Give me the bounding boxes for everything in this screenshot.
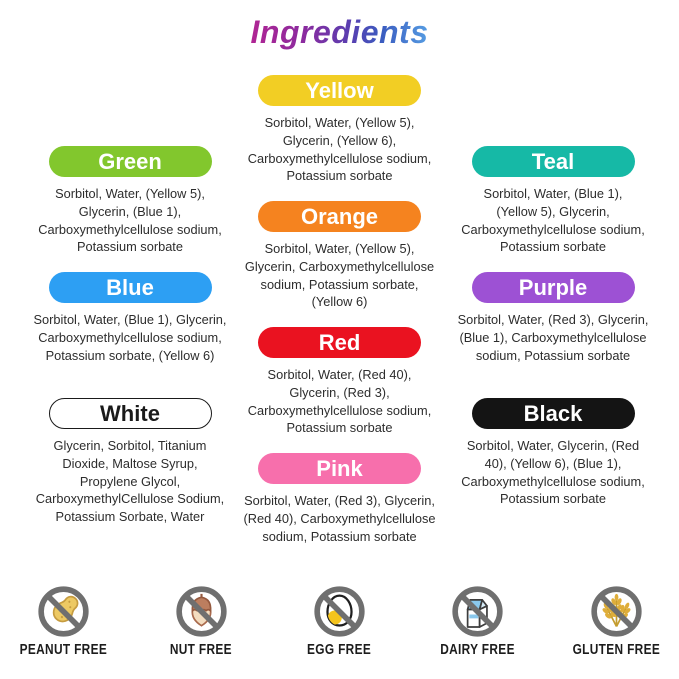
teal-pill-label: Teal [531, 148, 575, 174]
teal-section: Teal Sorbitol, Water, (Blue 1), (Yellow … [447, 146, 659, 272]
badge-egg-free: EGG FREE [291, 584, 389, 658]
orange-section: Orange Sorbitol, Water, (Yellow 5), Glyc… [232, 201, 447, 327]
green-pill: Green [48, 146, 212, 177]
yellow-ingredients: Sorbitol, Water, (Yellow 5), Glycerin, (… [247, 115, 432, 184]
purple-ingredients: Sorbitol, Water, (Red 3), Glycerin, (Blu… [457, 312, 649, 363]
red-pill: Red [258, 327, 421, 358]
green-ingredients: Sorbitol, Water, (Yellow 5), Glycerin, (… [38, 186, 222, 255]
black-pill-label: Black [523, 400, 583, 426]
blue-section: Blue Sorbitol, Water, (Blue 1), Glycerin… [27, 272, 233, 398]
page-title-text: Ingredients [243, 14, 437, 51]
badge-gluten-free: GLUTEN FREE [567, 584, 665, 658]
orange-pill-label: Orange [300, 203, 379, 229]
orange-pill: Orange [258, 201, 421, 232]
pink-pill-label: Pink [316, 455, 363, 481]
red-section: Red Sorbitol, Water, (Red 40), Glycerin,… [232, 327, 447, 453]
allergen-badges-row: PEANUT FREE NUT FREE EGG FREE [0, 584, 679, 658]
badge-label: EGG FREE [307, 642, 372, 658]
badge-label: PEANUT FREE [19, 642, 107, 658]
yellow-pill: Yellow [258, 75, 421, 106]
egg-prohibited-icon [314, 586, 365, 637]
green-pill-label: Green [98, 148, 162, 174]
page-title: Ingredients [0, 14, 679, 51]
gluten-prohibited-icon [590, 586, 642, 637]
column-middle: Yellow Sorbitol, Water, (Yellow 5), Glyc… [232, 75, 447, 579]
orange-ingredients: Sorbitol, Water, (Yellow 5), Glycerin, C… [244, 241, 435, 310]
column-left: Green Sorbitol, Water, (Yellow 5), Glyce… [27, 146, 233, 524]
pink-section: Pink Sorbitol, Water, (Red 3), Glycerin,… [232, 453, 447, 579]
purple-pill-label: Purple [518, 274, 588, 300]
badge-label: DAIRY FREE [440, 642, 516, 658]
white-pill: White [48, 398, 212, 429]
pink-pill: Pink [258, 453, 421, 484]
column-right: Teal Sorbitol, Water, (Blue 1), (Yellow … [447, 146, 659, 524]
white-ingredients: Glycerin, Sorbitol, Titanium Dioxide, Ma… [35, 438, 225, 525]
badge-label: GLUTEN FREE [572, 642, 660, 658]
pink-ingredients: Sorbitol, Water, (Red 3), Glycerin, (Red… [243, 493, 436, 544]
blue-pill-label: Blue [106, 274, 154, 300]
badge-dairy-free: DAIRY FREE [429, 584, 527, 658]
black-section: Black Sorbitol, Water, Glycerin, (Red 40… [447, 398, 659, 524]
teal-pill: Teal [471, 146, 635, 177]
badge-nut-free: NUT FREE [152, 584, 250, 658]
nut-prohibited-icon [176, 586, 227, 637]
black-pill: Black [471, 398, 635, 429]
green-section: Green Sorbitol, Water, (Yellow 5), Glyce… [27, 146, 233, 272]
dairy-prohibited-icon [452, 586, 503, 637]
yellow-section: Yellow Sorbitol, Water, (Yellow 5), Glyc… [232, 75, 447, 201]
white-section: White Glycerin, Sorbitol, Titanium Dioxi… [27, 398, 233, 524]
red-pill-label: Red [318, 329, 361, 355]
black-ingredients: Sorbitol, Water, Glycerin, (Red 40), (Ye… [461, 438, 645, 507]
teal-ingredients: Sorbitol, Water, (Blue 1), (Yellow 5), G… [461, 186, 645, 255]
blue-pill: Blue [48, 272, 212, 303]
peanut-prohibited-icon [37, 586, 89, 637]
yellow-pill-label: Yellow [305, 77, 374, 103]
badge-peanut-free: PEANUT FREE [14, 584, 112, 658]
purple-section: Purple Sorbitol, Water, (Red 3), Glyceri… [447, 272, 659, 398]
white-pill-label: White [100, 400, 160, 426]
red-ingredients: Sorbitol, Water, (Red 40), Glycerin, (Re… [247, 367, 432, 436]
blue-ingredients: Sorbitol, Water, (Blue 1), Glycerin, Car… [33, 312, 227, 363]
badge-label: NUT FREE [170, 642, 233, 658]
purple-pill: Purple [471, 272, 635, 303]
